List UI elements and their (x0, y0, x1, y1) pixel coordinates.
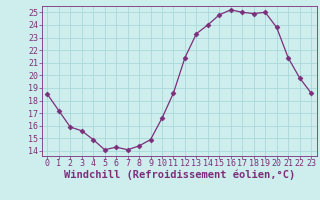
X-axis label: Windchill (Refroidissement éolien,°C): Windchill (Refroidissement éolien,°C) (64, 170, 295, 180)
